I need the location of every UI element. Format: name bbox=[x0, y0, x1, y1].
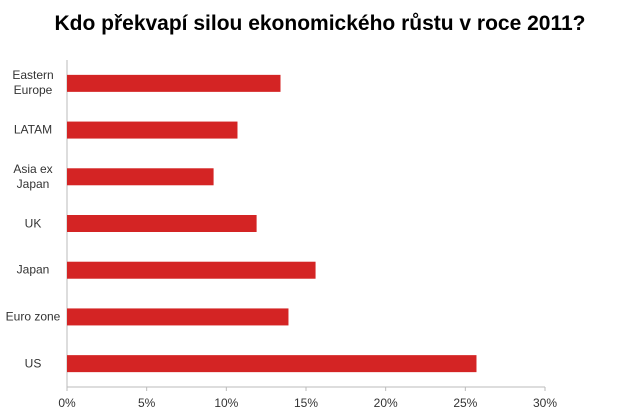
y-tick-label: LATAM bbox=[13, 122, 53, 137]
y-tick-label: US bbox=[24, 356, 42, 371]
y-tick-label: Asia ex Japan bbox=[13, 161, 53, 191]
x-tick-label: 0% bbox=[58, 396, 76, 410]
bar bbox=[67, 168, 214, 186]
bar bbox=[67, 355, 477, 373]
x-tick-label: 15% bbox=[294, 396, 318, 410]
x-tick-label: 20% bbox=[374, 396, 398, 410]
x-tick-label: 10% bbox=[214, 396, 238, 410]
bar bbox=[67, 215, 257, 232]
chart-title: Kdo překvapí silou ekonomického růstu v … bbox=[54, 12, 586, 35]
y-tick-label: Euro zone bbox=[5, 309, 61, 324]
y-tick-label: Japan bbox=[16, 262, 50, 277]
y-tick-label: UK bbox=[24, 216, 42, 230]
x-tick-label: 25% bbox=[453, 396, 477, 410]
x-tick-label: 5% bbox=[138, 396, 156, 410]
bar bbox=[67, 308, 289, 326]
y-tick-label: Eastern Europe bbox=[12, 68, 54, 98]
bar bbox=[67, 121, 238, 139]
x-tick-label: 30% bbox=[533, 396, 557, 410]
bar bbox=[67, 74, 281, 92]
bar bbox=[67, 261, 316, 279]
